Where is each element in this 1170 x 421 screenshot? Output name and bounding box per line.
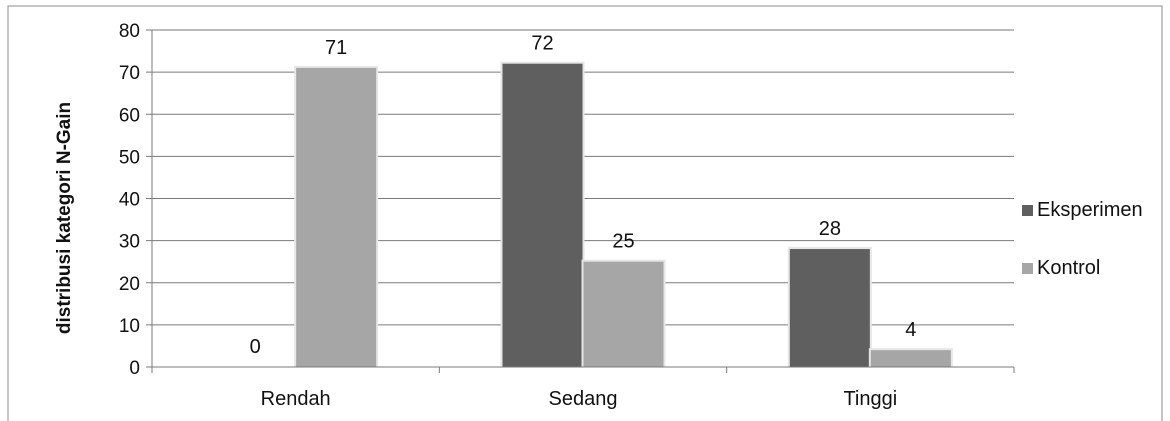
data-label-eksperimen-sedang: 72 bbox=[531, 33, 553, 55]
y-tick-label-20: 20 bbox=[119, 274, 140, 295]
legend-swatch-eksperimen bbox=[1022, 205, 1033, 216]
x-tick-label-tinggi: Tinggi bbox=[843, 388, 897, 410]
data-label-kontrol-rendah: 71 bbox=[325, 37, 347, 59]
bar-kontrol-rendah bbox=[296, 67, 377, 367]
y-tick-label-60: 60 bbox=[119, 105, 140, 126]
y-tick-label-40: 40 bbox=[119, 190, 140, 211]
legend-swatch-kontrol bbox=[1022, 263, 1033, 274]
legend: Eksperimen Kontrol bbox=[1022, 199, 1143, 279]
data-label-eksperimen-tinggi: 28 bbox=[819, 218, 841, 240]
data-label-kontrol-sedang: 25 bbox=[612, 231, 634, 253]
bar-kontrol-sedang bbox=[583, 261, 664, 367]
bar-kontrol-tinggi bbox=[870, 350, 951, 367]
legend-label-kontrol: Kontrol bbox=[1037, 257, 1100, 279]
bars bbox=[294, 61, 953, 367]
y-tick-label-70: 70 bbox=[119, 63, 140, 84]
x-tick-label-sedang: Sedang bbox=[549, 388, 618, 410]
legend-label-eksperimen: Eksperimen bbox=[1037, 199, 1143, 221]
y-axis-title: distribusi kategori N-Gain bbox=[54, 102, 75, 334]
x-tick-label-rendah: Rendah bbox=[261, 388, 331, 410]
data-labels: 0 71 72 25 28 4 bbox=[250, 33, 917, 358]
y-tick-label-0: 0 bbox=[129, 358, 140, 379]
data-label-eksperimen-rendah: 0 bbox=[250, 336, 261, 358]
y-tick-label-80: 80 bbox=[119, 21, 140, 42]
y-tick-label-30: 30 bbox=[119, 232, 140, 253]
data-label-kontrol-tinggi: 4 bbox=[905, 319, 916, 341]
bar-eksperimen-tinggi bbox=[789, 249, 870, 367]
y-tick-label-50: 50 bbox=[119, 147, 140, 168]
bar-eksperimen-sedang bbox=[502, 63, 583, 367]
y-tick-label-10: 10 bbox=[119, 316, 140, 337]
